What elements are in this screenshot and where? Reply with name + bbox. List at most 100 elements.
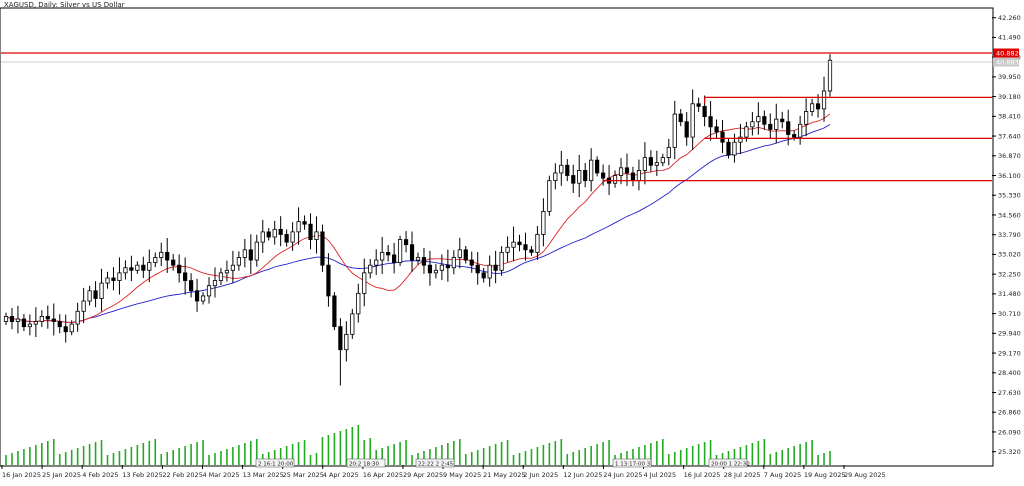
candle-body — [511, 241, 516, 248]
candle-body — [69, 323, 74, 333]
current-price-tag: 40.882 — [996, 49, 1019, 57]
x-tick-label: 13 Feb 2025 — [122, 471, 162, 479]
candle-body — [529, 249, 534, 253]
time-label-box — [346, 458, 386, 468]
candle-body — [696, 103, 701, 107]
y-tick-label: 39.180 — [998, 93, 1021, 101]
candle-body — [206, 285, 212, 297]
candle-body — [314, 231, 319, 240]
x-tick-label: 29 Aug 2025 — [844, 471, 886, 479]
candle-body — [648, 157, 653, 166]
y-tick-label: 34.560 — [998, 211, 1021, 219]
candle-body — [553, 172, 558, 182]
candle-body — [445, 264, 450, 269]
candle-body — [750, 121, 755, 128]
candle-body — [517, 241, 522, 246]
candle-body — [786, 121, 791, 135]
candle-body — [3, 316, 9, 322]
candle-body — [171, 259, 176, 266]
candle-body — [165, 251, 170, 261]
candle-body — [732, 141, 737, 156]
x-tick-label: 2 Jun 2025 — [523, 471, 558, 479]
candle-body — [535, 234, 540, 253]
y-tick-label: 41.490 — [998, 34, 1021, 42]
candle-body — [177, 264, 182, 274]
candle-body — [589, 159, 594, 182]
candle-body — [242, 249, 247, 258]
candle-body — [111, 277, 116, 281]
candle-body — [153, 257, 158, 264]
x-tick-label: 9 May 2025 — [443, 471, 481, 479]
candle-body — [774, 118, 779, 130]
candle-body — [266, 231, 271, 238]
candle-body — [720, 131, 725, 143]
candle-body — [744, 126, 749, 138]
candle-body — [99, 282, 104, 299]
candle-body — [9, 316, 15, 322]
candle-body — [684, 121, 689, 138]
candle-body — [756, 116, 761, 123]
y-tick-label: 33.020 — [998, 251, 1021, 259]
candle-body — [350, 313, 355, 335]
candle-body — [194, 290, 200, 302]
x-tick-label: 16 Jul 2025 — [684, 471, 721, 479]
candle-body — [499, 251, 504, 271]
y-tick-label: 37.640 — [998, 132, 1021, 140]
x-tick-label: 21 May 2025 — [483, 471, 525, 479]
candle-body — [302, 221, 307, 225]
candle-body — [260, 231, 265, 243]
candle-body — [660, 157, 665, 164]
y-tick-label: 33.790 — [998, 231, 1021, 239]
x-tick-label: 16 Apr 2025 — [363, 471, 403, 479]
candle-body — [427, 264, 433, 274]
candle-body — [612, 175, 618, 184]
candle-body — [386, 251, 391, 256]
chart-title: XAGUSD, Daily: Silver vs US Dollar — [4, 1, 125, 9]
candle-body — [57, 321, 62, 328]
candle-body — [601, 172, 606, 179]
candle-body — [374, 259, 379, 266]
x-tick-label: 22 Feb 2025 — [162, 471, 202, 479]
candle-body — [439, 264, 444, 271]
candle-body — [189, 280, 194, 292]
candle-body — [421, 257, 427, 266]
candle-body — [481, 272, 486, 279]
y-tick-label: 32.250 — [998, 270, 1021, 278]
candle-body — [678, 113, 683, 123]
candle-body — [804, 111, 809, 125]
candle-body — [690, 103, 695, 138]
x-tick-label: 4 Mar 2025 — [202, 471, 239, 479]
plot-area — [0, 7, 994, 467]
candle-body — [654, 162, 659, 166]
x-tick-label: 4 Apr 2025 — [323, 471, 359, 479]
candle-body — [475, 264, 480, 274]
candle-body — [595, 159, 600, 174]
candle-body — [159, 251, 164, 258]
y-tick-label: 26.090 — [998, 428, 1021, 436]
y-tick-label: 30.710 — [998, 310, 1021, 318]
y-tick-label: 31.480 — [998, 290, 1021, 298]
x-tick-label: 25 Mar 2025 — [283, 471, 324, 479]
candle-body — [768, 123, 773, 130]
y-tick-label: 38.410 — [998, 113, 1021, 121]
candle-body — [33, 321, 38, 325]
candle-body — [87, 290, 92, 302]
candle-body — [571, 175, 576, 184]
candle-body — [51, 318, 56, 322]
candle-body — [344, 333, 349, 351]
candle-body — [487, 264, 492, 279]
candle-body — [135, 264, 140, 271]
candle-body — [672, 113, 677, 148]
candle-body — [147, 262, 152, 271]
y-tick-label: 27.630 — [998, 389, 1021, 397]
candle-body — [409, 244, 415, 261]
candle-body — [541, 210, 546, 235]
candle-body — [821, 90, 827, 110]
x-tick-label: 4 Feb 2025 — [82, 471, 118, 479]
candle-body — [415, 257, 421, 261]
candle-body — [296, 221, 301, 233]
candle-body — [630, 172, 636, 182]
y-tick-label: 36.870 — [998, 152, 1021, 160]
candle-body — [392, 254, 397, 264]
x-tick-label: 4 Jul 2025 — [644, 471, 677, 479]
